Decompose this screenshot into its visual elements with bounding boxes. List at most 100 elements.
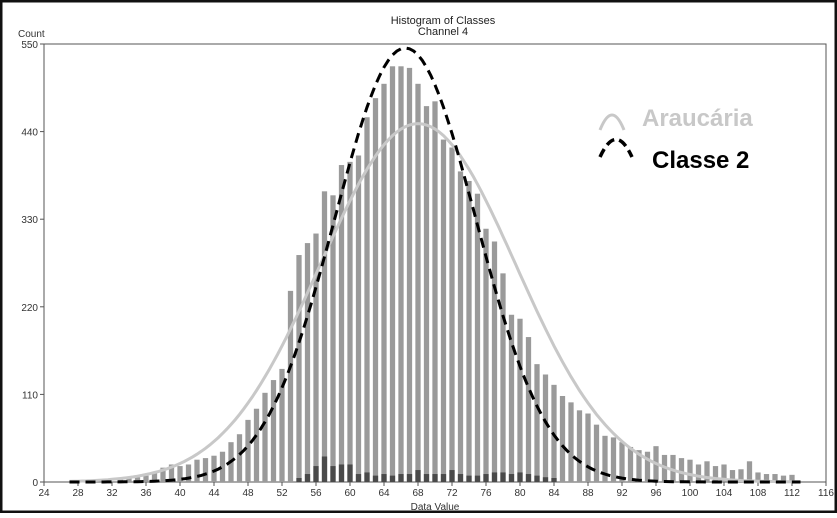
histogram-bar <box>500 273 506 482</box>
histogram-bar <box>508 314 515 482</box>
x-tick-label: 112 <box>784 488 800 499</box>
x-tick-label: 64 <box>378 488 390 499</box>
class-bar <box>440 474 447 482</box>
histogram-bar <box>160 467 166 482</box>
y-tick-label: 0 <box>32 478 38 489</box>
chart-subtitle: Channel 4 <box>418 26 468 38</box>
histogram-bar <box>296 255 302 482</box>
histogram-bar <box>466 180 472 482</box>
histogram-bar <box>440 139 447 482</box>
class-bar <box>321 456 328 482</box>
histogram-bar <box>372 98 379 483</box>
histogram-bar <box>636 450 642 482</box>
x-tick-label: 52 <box>276 488 288 499</box>
x-tick-label: 44 <box>208 488 220 499</box>
histogram-bar <box>406 67 413 483</box>
x-tick-label: 108 <box>750 488 767 499</box>
class-bar <box>296 478 302 482</box>
histogram-bar <box>389 66 396 482</box>
x-tick-label: 88 <box>582 488 594 499</box>
histogram-bar <box>729 470 736 482</box>
x-tick-label: 56 <box>310 488 322 499</box>
histogram-bar <box>763 474 770 482</box>
x-tick-label: 96 <box>650 488 662 499</box>
x-tick-label: 76 <box>480 488 492 499</box>
histogram-bar <box>610 437 617 482</box>
chart-title: Histogram of Classes <box>391 15 496 27</box>
class-bar <box>330 466 336 482</box>
x-tick-label: 84 <box>548 488 560 499</box>
histogram-bar <box>313 233 319 482</box>
histogram-bar <box>219 451 226 482</box>
class-bar <box>338 464 345 482</box>
histogram-bar <box>211 455 217 482</box>
histogram-bar <box>253 408 260 482</box>
histogram-bar <box>585 413 591 482</box>
histogram-bar <box>576 410 583 482</box>
x-axis-label: Data Value <box>411 502 460 513</box>
class-bar <box>347 464 353 482</box>
histogram-bar <box>525 337 532 482</box>
class-bar <box>457 474 464 482</box>
histogram-bar <box>236 434 243 482</box>
histogram-bar <box>262 392 268 482</box>
histogram-bar <box>678 458 685 482</box>
class-bar <box>372 475 379 482</box>
histogram-bar <box>721 464 727 482</box>
histogram-bar <box>568 402 574 482</box>
x-tick-label: 32 <box>106 488 118 499</box>
class-bar <box>423 474 430 482</box>
histogram-bar <box>134 477 141 482</box>
histogram-bar <box>534 364 540 482</box>
histogram-bar <box>364 117 370 483</box>
y-tick-label: 330 <box>21 215 38 226</box>
histogram-bar <box>755 472 761 482</box>
histogram-bar <box>143 475 149 482</box>
histogram-bar <box>347 161 353 482</box>
histogram-bar <box>321 191 328 482</box>
x-tick-label: 28 <box>72 488 84 499</box>
x-tick-label: 104 <box>716 488 733 499</box>
histogram-bar <box>687 459 693 482</box>
histogram-bar <box>644 451 651 482</box>
y-tick-label: 550 <box>21 40 38 51</box>
histogram-bar <box>491 241 498 482</box>
x-tick-label: 48 <box>242 488 254 499</box>
class-bar <box>364 472 370 482</box>
class-bar <box>381 474 387 482</box>
histogram-bar <box>415 83 421 483</box>
histogram-bar <box>738 469 744 482</box>
y-tick-label: 220 <box>21 303 38 314</box>
histogram-bar <box>474 193 481 482</box>
histogram-bar <box>602 435 608 482</box>
histogram-bar <box>695 464 702 482</box>
class-bar <box>483 474 489 482</box>
histogram-bar <box>704 461 710 482</box>
class-bar <box>508 474 515 482</box>
histogram-bar <box>593 424 600 482</box>
histogram-bar <box>245 419 251 482</box>
histogram-bar <box>432 101 438 482</box>
legend-araucaria-symbol <box>598 113 626 131</box>
histogram-bar <box>457 171 464 482</box>
class-bar <box>517 472 523 482</box>
class-bar <box>415 470 421 482</box>
histogram-bar <box>279 368 285 482</box>
histogram-bar <box>194 459 200 482</box>
histogram-bar <box>627 446 634 482</box>
class-bar <box>534 475 540 482</box>
class-bar <box>500 472 506 482</box>
y-tick-label: 110 <box>22 390 38 401</box>
legend-araucaria-label: Araucária <box>642 105 753 132</box>
class-bar <box>389 475 396 482</box>
histogram-bar <box>177 466 183 482</box>
x-tick-label: 92 <box>616 488 628 499</box>
x-tick-label: 40 <box>174 488 186 499</box>
x-tick-label: 72 <box>446 488 458 499</box>
x-tick-label: 80 <box>514 488 526 499</box>
histogram-bar <box>185 464 192 482</box>
class-bar <box>432 474 438 482</box>
class-bar <box>525 474 532 482</box>
